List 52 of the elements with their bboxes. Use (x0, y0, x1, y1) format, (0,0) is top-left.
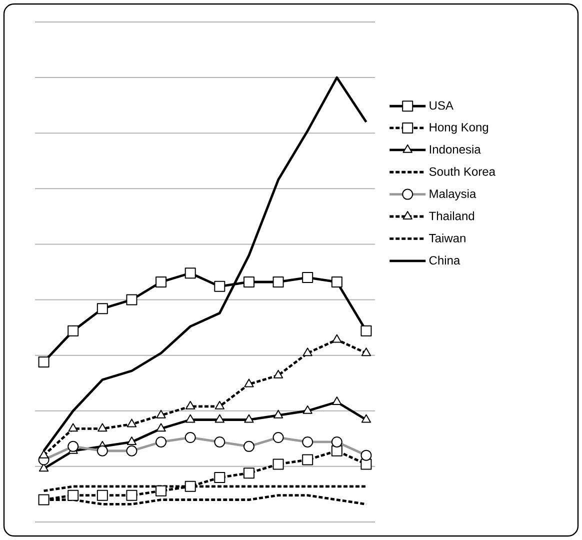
point (156, 485, 167, 496)
point (214, 280, 226, 292)
point (273, 410, 284, 418)
legend-label: Taiwan (429, 234, 466, 242)
point (96, 490, 108, 501)
legend-label: Indonesia (430, 144, 481, 154)
point (214, 472, 226, 484)
point (214, 400, 224, 410)
point (302, 272, 314, 284)
point (68, 325, 79, 336)
point (38, 494, 50, 506)
point (126, 490, 138, 501)
legend-label: Malaysia (430, 189, 476, 200)
point (331, 276, 342, 288)
point (244, 378, 254, 388)
point (272, 458, 284, 470)
point (361, 348, 372, 356)
point (302, 405, 312, 414)
point (302, 348, 312, 356)
legend-label: Hong Kong (430, 123, 488, 134)
point (98, 423, 108, 432)
point (96, 303, 108, 314)
point (272, 276, 284, 288)
point (186, 414, 196, 423)
point (244, 414, 254, 423)
legend-label: USA (430, 101, 454, 110)
point (38, 450, 49, 458)
point (38, 356, 50, 368)
point (302, 454, 314, 466)
point (184, 268, 196, 279)
point (243, 276, 254, 288)
point (156, 276, 167, 288)
point (361, 414, 372, 423)
legend-label: South Korea (429, 167, 496, 176)
point (331, 445, 342, 456)
legend-label: China (429, 256, 460, 265)
point (156, 423, 166, 432)
point (332, 396, 342, 405)
legend-label: Thailand (429, 211, 474, 220)
point (186, 400, 196, 410)
point (273, 370, 284, 378)
point (332, 334, 342, 343)
point (126, 418, 137, 428)
point (243, 468, 254, 479)
point (184, 480, 196, 492)
point (156, 410, 166, 418)
point (68, 490, 79, 501)
point (126, 294, 138, 306)
point (68, 423, 78, 432)
point (214, 414, 224, 423)
point (360, 325, 372, 336)
point (126, 436, 137, 445)
